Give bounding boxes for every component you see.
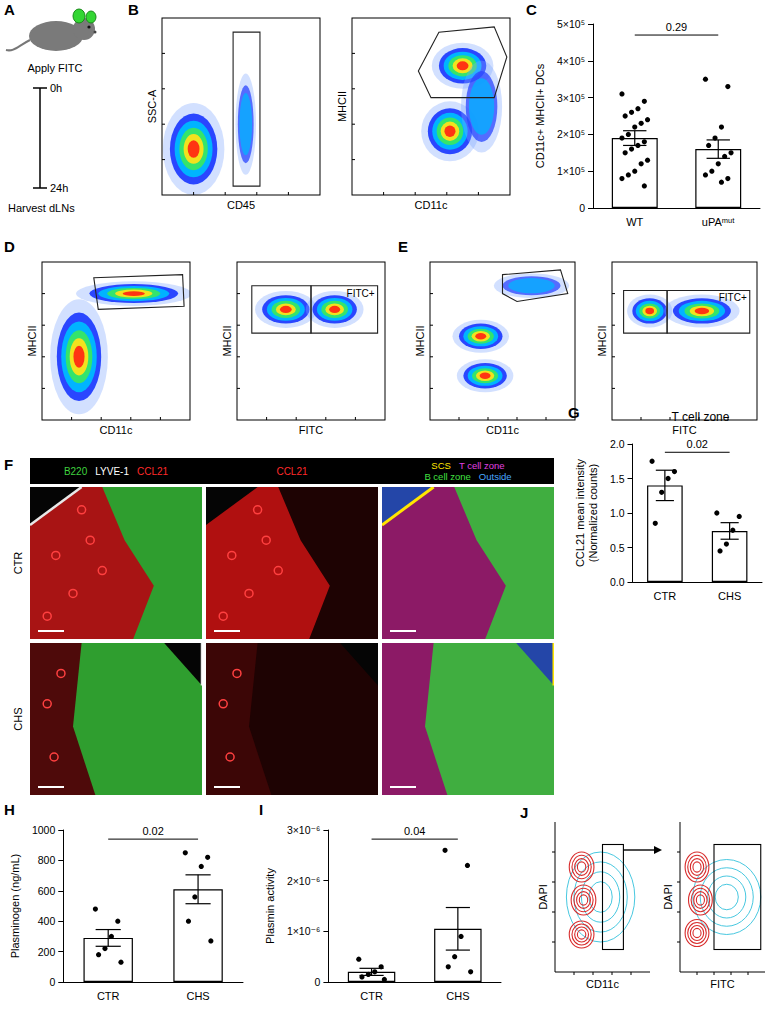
- svg-text:0.29: 0.29: [666, 21, 687, 33]
- svg-text:H: H: [4, 801, 15, 818]
- svg-text:24h: 24h: [50, 182, 68, 194]
- svg-text:CD11c: CD11c: [486, 424, 519, 436]
- svg-text:CCL21: CCL21: [276, 466, 308, 477]
- svg-text:B220LYVE-1CCL21: B220LYVE-1CCL21: [64, 466, 169, 477]
- svg-text:uPAᵐᵘᵗ: uPAᵐᵘᵗ: [702, 216, 735, 228]
- svg-text:3×10⁵: 3×10⁵: [557, 92, 585, 104]
- svg-text:F: F: [4, 456, 13, 473]
- svg-text:0.04: 0.04: [404, 825, 425, 837]
- svg-text:CCL21 mean intensity: CCL21 mean intensity: [574, 458, 586, 567]
- svg-text:CTR: CTR: [360, 990, 383, 1002]
- svg-text:1×10⁻⁶: 1×10⁻⁶: [287, 925, 321, 937]
- svg-text:0h: 0h: [50, 82, 62, 94]
- svg-text:0: 0: [315, 976, 321, 988]
- svg-text:B cell zoneOutside: B cell zoneOutside: [424, 471, 511, 482]
- svg-text:0.5: 0.5: [610, 542, 625, 554]
- svg-text:C: C: [526, 1, 537, 18]
- svg-text:1.0: 1.0: [610, 507, 625, 519]
- svg-text:MHCII: MHCII: [336, 91, 348, 122]
- svg-text:600: 600: [38, 885, 56, 897]
- svg-text:FITC+: FITC+: [347, 288, 375, 299]
- svg-text:0: 0: [49, 976, 55, 988]
- svg-text:Apply FITC: Apply FITC: [27, 62, 82, 74]
- svg-text:D: D: [4, 238, 15, 255]
- svg-text:CTR: CTR: [654, 590, 677, 602]
- svg-text:WT: WT: [626, 216, 643, 228]
- svg-text:CTR: CTR: [97, 990, 120, 1002]
- svg-text:MHCII: MHCII: [596, 325, 608, 356]
- svg-text:CD11c: CD11c: [586, 978, 619, 990]
- svg-text:Plasminogen (ng/mL): Plasminogen (ng/mL): [9, 854, 21, 959]
- svg-text:FITC+: FITC+: [719, 292, 747, 303]
- svg-text:I: I: [259, 801, 263, 818]
- svg-text:FITC: FITC: [299, 424, 323, 436]
- svg-text:2×10⁻⁶: 2×10⁻⁶: [287, 875, 321, 887]
- svg-text:1000: 1000: [32, 824, 56, 836]
- svg-text:CTR: CTR: [12, 552, 24, 575]
- svg-text:CD11c: CD11c: [415, 199, 448, 211]
- svg-text:SSC-A: SSC-A: [146, 89, 158, 123]
- svg-text:DAPI: DAPI: [662, 884, 674, 910]
- svg-text:200: 200: [38, 946, 56, 958]
- svg-text:CHS: CHS: [186, 990, 209, 1002]
- svg-text:FITC: FITC: [710, 978, 734, 990]
- svg-text:CD11c: CD11c: [100, 424, 133, 436]
- svg-text:1.5: 1.5: [610, 473, 625, 485]
- svg-text:CHS: CHS: [446, 990, 469, 1002]
- svg-text:0: 0: [579, 202, 585, 214]
- svg-text:5×10⁵: 5×10⁵: [557, 18, 585, 30]
- svg-text:0.0: 0.0: [610, 576, 625, 588]
- svg-text:400: 400: [38, 915, 56, 927]
- svg-text:(Normalized counts): (Normalized counts): [587, 464, 599, 562]
- svg-text:CD11c+ MHCII+ DCs: CD11c+ MHCII+ DCs: [534, 63, 546, 168]
- svg-text:CHS: CHS: [718, 590, 741, 602]
- svg-text:0.02: 0.02: [687, 438, 708, 450]
- svg-text:T cell zone: T cell zone: [672, 410, 730, 424]
- svg-text:800: 800: [38, 854, 56, 866]
- svg-text:B: B: [128, 1, 139, 18]
- svg-text:1×10⁵: 1×10⁵: [557, 165, 585, 177]
- svg-text:2.0: 2.0: [610, 438, 625, 450]
- svg-text:Plasmin activity: Plasmin activity: [264, 868, 276, 944]
- svg-text:J: J: [520, 804, 528, 821]
- svg-text:0.02: 0.02: [142, 825, 163, 837]
- svg-text:G: G: [568, 404, 580, 421]
- svg-text:SCST cell zone: SCST cell zone: [431, 460, 504, 471]
- svg-text:3×10⁻⁶: 3×10⁻⁶: [287, 824, 321, 836]
- svg-text:A: A: [4, 1, 15, 18]
- svg-text:4×10⁵: 4×10⁵: [557, 55, 585, 67]
- svg-text:CD45: CD45: [227, 199, 255, 211]
- svg-text:DAPI: DAPI: [537, 884, 549, 910]
- svg-text:MHCII: MHCII: [26, 325, 38, 356]
- svg-text:E: E: [398, 238, 408, 255]
- svg-text:FITC: FITC: [672, 424, 696, 436]
- svg-text:CHS: CHS: [12, 707, 24, 730]
- svg-text:Harvest dLNs: Harvest dLNs: [8, 202, 75, 214]
- svg-text:MHCII: MHCII: [221, 325, 233, 356]
- svg-text:MHCII: MHCII: [414, 325, 426, 356]
- svg-text:2×10⁵: 2×10⁵: [557, 128, 585, 140]
